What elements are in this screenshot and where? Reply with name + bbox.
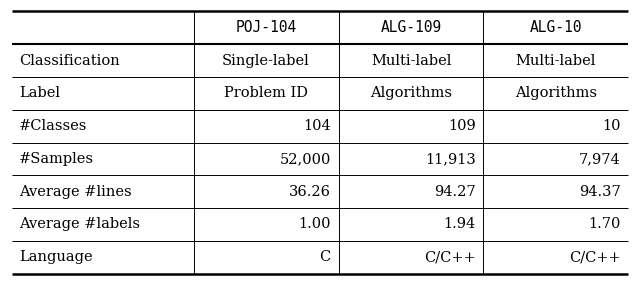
Text: 94.27: 94.27 [434, 185, 476, 199]
Text: Language: Language [19, 250, 93, 264]
Text: 52,000: 52,000 [280, 152, 331, 166]
Text: ALG-10: ALG-10 [530, 20, 582, 35]
Text: 10: 10 [602, 119, 621, 133]
Text: 36.26: 36.26 [289, 185, 331, 199]
Text: Average #lines: Average #lines [19, 185, 132, 199]
Text: 1.94: 1.94 [444, 217, 476, 231]
Text: Algorithms: Algorithms [370, 86, 452, 100]
Text: C: C [319, 250, 331, 264]
Text: C/C++: C/C++ [569, 250, 621, 264]
Text: Single-label: Single-label [222, 54, 310, 68]
Text: 1.00: 1.00 [298, 217, 331, 231]
Text: Multi-label: Multi-label [371, 54, 451, 68]
Text: ALG-109: ALG-109 [380, 20, 442, 35]
Text: C/C++: C/C++ [424, 250, 476, 264]
Text: Multi-label: Multi-label [516, 54, 596, 68]
Text: 109: 109 [448, 119, 476, 133]
Text: 104: 104 [303, 119, 331, 133]
Text: #Samples: #Samples [19, 152, 94, 166]
Text: 7,974: 7,974 [579, 152, 621, 166]
Text: Algorithms: Algorithms [515, 86, 597, 100]
Text: POJ-104: POJ-104 [236, 20, 297, 35]
Text: Average #labels: Average #labels [19, 217, 140, 231]
Text: Classification: Classification [19, 54, 120, 68]
Text: 11,913: 11,913 [425, 152, 476, 166]
Text: Problem ID: Problem ID [224, 86, 308, 100]
Text: 1.70: 1.70 [588, 217, 621, 231]
Text: Label: Label [19, 86, 60, 100]
Text: 94.37: 94.37 [579, 185, 621, 199]
Text: #Classes: #Classes [19, 119, 88, 133]
